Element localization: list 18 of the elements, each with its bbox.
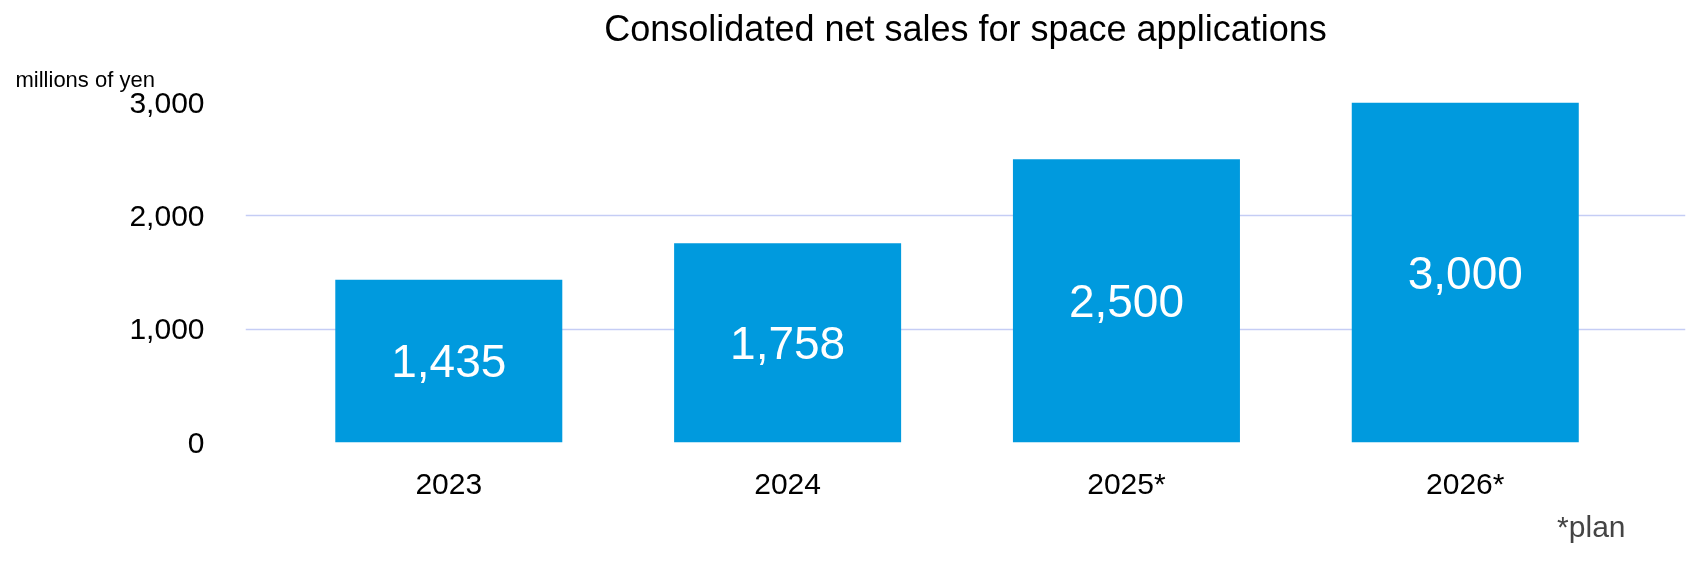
x-tick-label: 2023 — [415, 466, 483, 500]
x-tick-label: 2026* — [1426, 466, 1505, 500]
y-tick-label: 0 — [187, 425, 205, 459]
bar — [1351, 102, 1579, 443]
data-label: 3,000 — [1407, 246, 1523, 299]
chart-title: Consolidated net sales for space applications — [604, 7, 1327, 49]
bar — [335, 279, 563, 443]
x-tick-label: 2024 — [754, 466, 821, 500]
text: *plan — [1557, 509, 1626, 543]
data-label: 1,435 — [391, 335, 507, 388]
y-tick-label: 2,000 — [129, 198, 205, 232]
bar — [1012, 159, 1240, 443]
x-tick-label: 2025* — [1087, 466, 1166, 500]
y-tick-label: 1,000 — [129, 312, 205, 346]
data-label: 1,758 — [730, 316, 846, 369]
bar — [674, 243, 902, 443]
y-axis-title: millions of yen — [15, 66, 155, 92]
data-label: 2,500 — [1068, 274, 1185, 327]
